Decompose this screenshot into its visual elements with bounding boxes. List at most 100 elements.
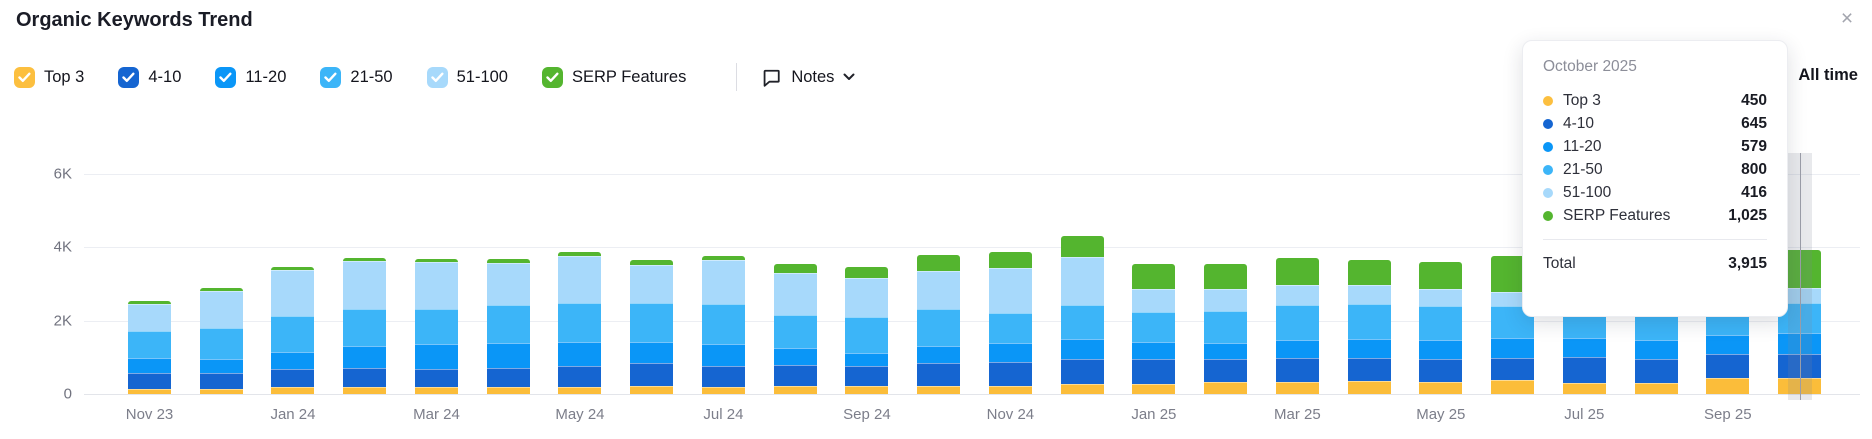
bar-nov-24[interactable] <box>988 252 1032 394</box>
bar-segment-top-3 <box>1562 383 1606 394</box>
bar-segment-51-100 <box>630 265 674 304</box>
gridline-0 <box>84 394 1860 395</box>
bar-segment-4-10 <box>128 373 171 390</box>
bar-segment-serp-features <box>414 258 458 263</box>
close-icon[interactable]: × <box>1834 6 1860 32</box>
bar-feb-24[interactable] <box>343 258 387 394</box>
bar-jun-24[interactable] <box>630 259 674 394</box>
bar-segment-serp-features <box>988 252 1032 268</box>
bar-segment-top-3 <box>1132 383 1176 394</box>
bar-segment-11-20 <box>1491 337 1535 358</box>
bar-segment-serp-features <box>701 256 745 261</box>
legend-label: 11-20 <box>245 67 287 86</box>
bar-segment-11-20 <box>630 341 674 364</box>
bar-segment-11-20 <box>1204 342 1248 360</box>
bar-apr-25[interactable] <box>1347 260 1391 394</box>
bar-segment-51-100 <box>128 303 171 331</box>
bar-segment-51-100 <box>1347 285 1391 304</box>
bar-nov-23[interactable] <box>128 300 171 394</box>
tooltip-rows: Top 3 450 4-10 645 11-20 579 21-50 800 51-100 416… <box>1543 89 1767 227</box>
legend-item-serp-features[interactable]: SERP Features <box>541 66 687 88</box>
checkbox-serp-features <box>541 66 563 88</box>
legend-item-4-10[interactable]: 4-10 <box>118 66 182 88</box>
bar-segment-4-10 <box>1060 358 1104 385</box>
bar-segment-51-100 <box>1060 256 1104 305</box>
bar-segment-4-10 <box>1275 357 1319 383</box>
bar-mar-25[interactable] <box>1275 257 1319 394</box>
legend-label: 4-10 <box>148 67 182 86</box>
checkbox-top-3 <box>14 66 35 88</box>
bar-may-25[interactable] <box>1419 262 1463 394</box>
tooltip-row-value: 416 <box>1741 183 1767 201</box>
bar-oct-24[interactable] <box>917 255 961 394</box>
series-dot-icon <box>1543 141 1553 152</box>
bar-apr-24[interactable] <box>486 259 530 394</box>
bar-segment-21-50 <box>988 312 1032 344</box>
legend-item-21-50[interactable]: 21-50 <box>320 66 393 88</box>
legend-item-51-100[interactable]: 51-100 <box>426 66 508 88</box>
bar-segment-51-100 <box>486 263 530 306</box>
bar-segment-serp-features <box>1132 264 1176 289</box>
bar-segment-21-50 <box>630 303 674 342</box>
gridline-6K <box>84 173 1860 175</box>
bar-segment-serp-features <box>917 255 961 271</box>
y-tick-label: 4K <box>53 238 72 256</box>
bar-segment-4-10 <box>1419 359 1463 382</box>
bar-segment-serp-features <box>630 259 674 266</box>
bar-segment-4-10 <box>486 368 530 387</box>
bar-segment-51-100 <box>271 269 315 316</box>
legend-items: Top 3 4-10 11-20 21-50 51-100 SERP Features <box>14 66 720 88</box>
bar-segment-21-50 <box>1132 312 1176 343</box>
bar-segment-serp-features <box>486 259 530 264</box>
bar-may-24[interactable] <box>558 252 602 394</box>
bar-segment-21-50 <box>271 315 315 353</box>
chart-tooltip: October 2025 Top 3 450 4-10 645 11-20 579 21-5… <box>1522 40 1788 317</box>
bar-segment-11-20 <box>1347 338 1391 359</box>
bar-segment-top-3 <box>1204 382 1248 394</box>
bar-sep-24[interactable] <box>845 266 889 394</box>
tooltip-row-value: 645 <box>1741 114 1767 132</box>
bar-segment-4-10 <box>1562 357 1606 383</box>
bar-segment-51-100 <box>773 272 817 315</box>
bar-feb-25[interactable] <box>1204 263 1248 394</box>
x-tick-label-nov-24: Nov 24 <box>986 406 1035 423</box>
bar-segment-11-20 <box>1562 337 1606 358</box>
legend-label: SERP Features <box>571 67 687 86</box>
bar-dec-24[interactable] <box>1060 235 1104 394</box>
tooltip-row-serp-features: SERP Features 1,025 <box>1543 204 1767 227</box>
bar-dec-23[interactable] <box>199 288 243 394</box>
bar-segment-21-50 <box>845 317 889 353</box>
bar-segment-serp-features <box>1060 235 1104 257</box>
bar-segment-11-20 <box>486 342 530 369</box>
bar-jan-24[interactable] <box>271 266 315 394</box>
bar-segment-11-20 <box>773 348 817 365</box>
bar-mar-24[interactable] <box>414 258 458 394</box>
bar-segment-top-3 <box>128 389 171 394</box>
bar-segment-4-10 <box>343 368 387 388</box>
x-tick-label-mar-24: Mar 24 <box>413 406 460 423</box>
bar-segment-11-20 <box>343 345 387 369</box>
bar-aug-24[interactable] <box>773 264 817 394</box>
notes-button[interactable]: Notes <box>761 67 855 88</box>
bar-segment-top-3 <box>343 387 387 394</box>
x-tick-label-jul-25: Jul 25 <box>1564 406 1605 423</box>
y-tick-label: 0 <box>63 385 72 403</box>
x-tick-label-jan-25: Jan 25 <box>1131 406 1177 423</box>
legend-item-top-3[interactable]: Top 3 <box>14 66 84 88</box>
x-tick-label-sep-25: Sep 25 <box>1703 406 1752 423</box>
legend-label: 51-100 <box>456 67 508 86</box>
x-tick-label-sep-24: Sep 24 <box>843 406 891 423</box>
legend-item-11-20[interactable]: 11-20 <box>215 66 287 88</box>
bar-segment-4-10 <box>845 365 889 386</box>
bar-jan-25[interactable] <box>1132 264 1176 394</box>
time-range-selector[interactable]: All time <box>1798 66 1858 84</box>
x-tick-label-jul-24: Jul 24 <box>703 406 744 423</box>
bar-segment-51-100 <box>1419 289 1463 306</box>
bar-jul-24[interactable] <box>701 256 745 394</box>
bar-segment-21-50 <box>414 308 458 345</box>
bar-segment-51-100 <box>988 267 1032 313</box>
divider <box>736 63 738 91</box>
bar-segment-top-3 <box>1706 378 1750 394</box>
bar-segment-top-3 <box>199 389 243 394</box>
